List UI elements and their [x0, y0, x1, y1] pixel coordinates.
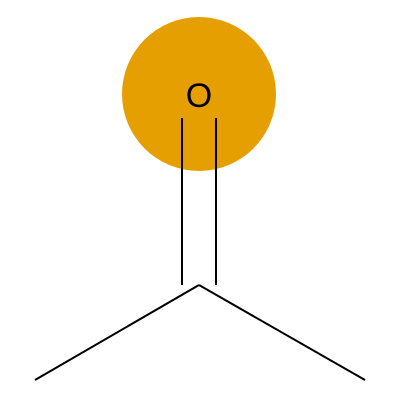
- oxygen-atom-label: O: [186, 77, 212, 115]
- single-bond-left: [34, 284, 200, 381]
- single-bond-right: [198, 284, 366, 381]
- oxygen-highlight-circle: [122, 17, 276, 171]
